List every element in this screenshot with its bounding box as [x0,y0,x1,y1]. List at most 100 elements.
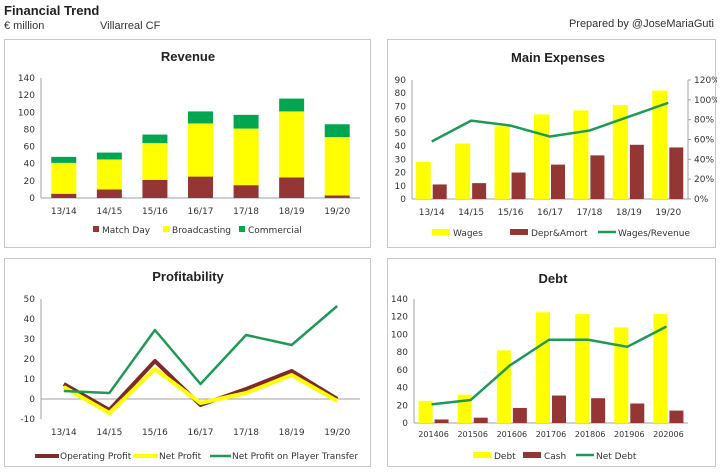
x-tick-label: 18/19 [616,208,642,218]
revenue-chart: Revenue 0 20 40 60 80 100 120 140 13/14 14/15 15/16… [18,49,360,236]
y-tick-label: 60 [395,116,407,126]
bar-match-day [188,176,213,198]
bar-wages [455,143,471,199]
bar-cash [591,398,606,423]
header-club: Villarreal CF [100,20,161,32]
legend-swatch-commercial [239,226,245,232]
line-net-debt [431,325,668,406]
y-tick-label: -10 [20,415,35,425]
bar-debt [418,400,433,423]
y-tick-label: 20 [397,401,409,411]
y-tick-label: 60 [397,366,409,376]
bar-depr-amort [590,155,605,199]
x-tick-label: 14/15 [96,207,122,217]
y-tick-label: 80 [24,125,36,135]
bar-depr-amort [472,183,487,199]
bar-broadcasting [279,111,305,178]
x-tick-label: 13/14 [419,208,445,218]
x-tick-label: 19/20 [655,208,681,218]
y2-tick-label: 20% [694,175,714,185]
bar-commercial [188,111,213,124]
bar-match-day [51,193,77,198]
y-tick-label: 100 [391,330,408,340]
x-tick-label: 201906 [614,430,645,439]
y-tick-label: 0 [29,194,35,204]
x-tick-label: 19/20 [324,207,350,217]
y2-tick-label: 60% [694,136,714,146]
bar-commercial [233,114,259,129]
y-tick-label: 100 [18,108,35,118]
bar-debt [653,314,668,423]
legend-label: Cash [544,452,566,462]
x-tick-label: 16/17 [188,207,214,217]
bar-wages [534,114,549,199]
x-tick-label: 19/20 [324,428,350,438]
y-tick-label: 80 [397,348,409,358]
legend-swatch-broadcasting [163,226,169,232]
bar-match-day [233,185,259,198]
chart-title: Revenue [161,49,215,64]
legend-label: Debt [494,452,516,462]
x-tick-label: 13/14 [51,207,77,217]
legend-swatch-match-day [93,226,99,232]
profitability-chart: Profitability -10 0 10 20 30 40 50 13/14 14/15 15/… [20,269,360,462]
x-tick-label: 13/14 [51,428,77,438]
y2-tick-label: 80% [694,116,714,126]
bar-wages [612,105,628,199]
y-tick-label: 50 [395,129,407,139]
y2-tick-label: 0% [694,195,709,205]
x-tick-label: 201806 [575,430,606,439]
y-tick-label: 70 [395,102,407,112]
chart-title: Debt [539,271,569,286]
legend-label: Commercial [248,226,302,236]
bar-commercial [51,156,77,163]
legend-label: Net Profit on Player Transfer [232,452,358,462]
x-tick-label: 17/18 [233,428,259,438]
x-tick-label: 201406 [418,430,449,439]
y2-tick-label: 100% [694,96,717,106]
debt-panel: Debt 0 20 40 60 80 100 120 140 201406 201506 201606… [387,258,716,467]
bar-match-day [142,180,168,198]
bar-debt [614,327,629,423]
legend-swatch-debt [473,452,491,458]
y-tick-label: 0 [29,395,35,405]
line-operating-profit [62,359,339,412]
y-tick-label: 20 [24,177,36,187]
y-tick-label: 20 [395,169,407,179]
y-tick-label: 120 [18,91,35,101]
bar-cash [630,403,645,423]
bar-cash [473,417,488,423]
y-tick-label: 30 [24,335,36,345]
bar-wages [573,110,589,199]
legend-label: Net Profit [159,452,202,462]
y2-tick-label: 120% [694,76,717,86]
bar-cash [434,419,449,423]
x-tick-label: 202006 [653,430,684,439]
bar-depr-amort [629,144,644,199]
bar-depr-amort [669,147,684,199]
bar-debt [536,312,550,423]
chart-title: Main Expenses [511,50,605,65]
y-tick-label: 40 [24,315,36,325]
chart-title: Profitability [152,269,224,284]
y-tick-label: 30 [395,155,407,165]
x-tick-label: 201606 [497,430,528,439]
legend-label: Operating Profit [60,452,132,462]
line-wages-revenue [431,101,669,143]
legend-label: Broadcasting [172,226,231,236]
y-tick-label: 140 [18,74,35,84]
bar-broadcasting [188,123,213,177]
x-tick-label: 201706 [536,430,567,439]
bar-match-day [279,177,305,198]
y-tick-label: 40 [397,384,409,394]
x-tick-label: 15/16 [498,208,524,218]
bar-commercial [279,98,305,112]
y-tick-label: 0 [402,419,408,429]
y2-tick-label: 40% [694,155,714,165]
header-credit: Prepared by @JoseMariaGuti [568,18,714,30]
bar-match-day [324,195,350,198]
x-tick-label: 15/16 [142,428,168,438]
legend-label: Match Day [102,226,151,236]
bar-debt [496,350,511,423]
y-tick-label: 60 [24,143,36,153]
